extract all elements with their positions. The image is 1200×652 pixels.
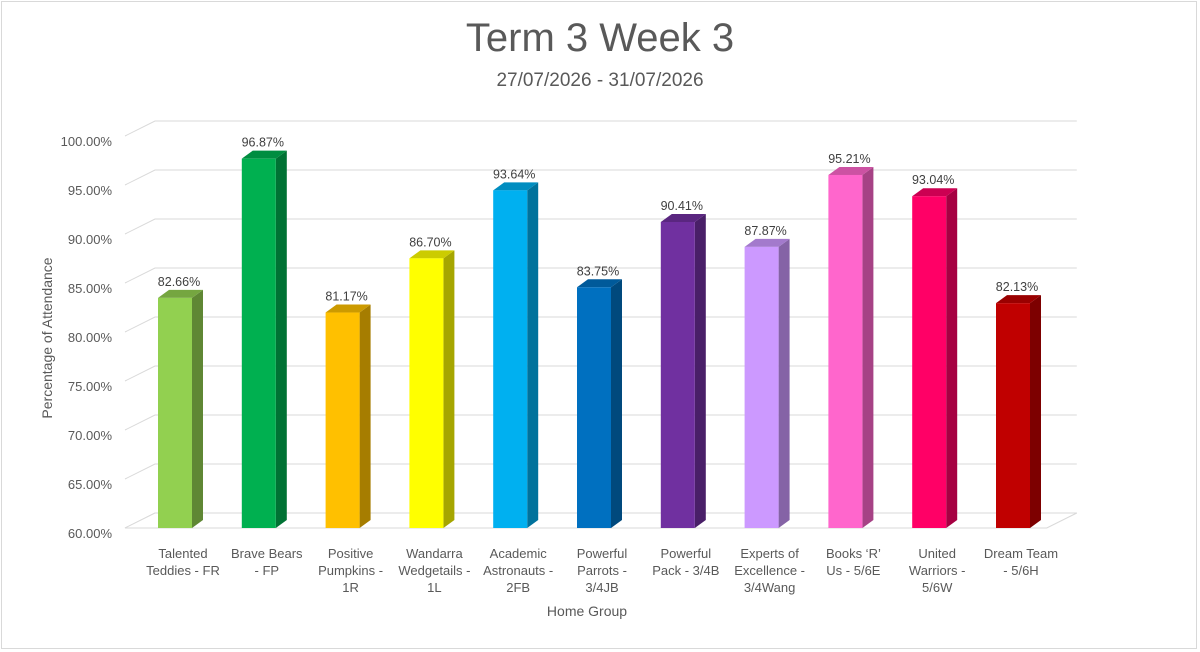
bar bbox=[828, 166, 874, 528]
bar bbox=[493, 182, 539, 528]
bar-front bbox=[409, 258, 444, 528]
data-label: 95.21% bbox=[828, 152, 870, 166]
bar-side bbox=[778, 238, 790, 528]
x-tick-label: Talented Teddies - FR bbox=[146, 546, 220, 578]
bar-top bbox=[409, 250, 455, 259]
y-axis-label: Percentage of Attendance bbox=[39, 257, 55, 418]
bar-front bbox=[241, 158, 276, 528]
gridline bbox=[124, 120, 1077, 137]
bar-side bbox=[694, 213, 706, 528]
bar-front bbox=[744, 246, 779, 528]
bar bbox=[409, 250, 455, 528]
data-label: 82.66% bbox=[158, 275, 200, 289]
bar-top bbox=[828, 166, 874, 175]
bar bbox=[577, 279, 622, 528]
bar-side bbox=[527, 182, 539, 528]
x-tick-label: Positive Pumpkins -1R bbox=[318, 546, 383, 595]
bar-side bbox=[1030, 295, 1041, 528]
y-tick-label: 85.00% bbox=[68, 281, 113, 296]
y-tick-label: 90.00% bbox=[68, 232, 113, 247]
bar-side bbox=[275, 150, 287, 528]
bar bbox=[325, 304, 371, 528]
bar-front bbox=[325, 312, 360, 528]
gridline bbox=[124, 218, 1077, 235]
y-tick-label: 80.00% bbox=[68, 330, 113, 345]
data-label: 81.17% bbox=[325, 290, 367, 304]
bar bbox=[660, 213, 706, 528]
chart-title: Term 3 Week 3 bbox=[465, 16, 735, 60]
bar-top bbox=[660, 213, 706, 222]
bar-top bbox=[241, 150, 287, 159]
bar-top bbox=[744, 238, 790, 247]
bar-top bbox=[493, 182, 539, 191]
data-labels: 82.66% 96.87% 81.17% 86.70% 93.64% 83.75% 90.4… bbox=[158, 136, 1038, 304]
x-tick-label: Books ‘R’ Us - 5/6E bbox=[826, 546, 881, 578]
x-tick-label: Wandarra Wedgetails -1L bbox=[398, 546, 470, 595]
bar-top bbox=[912, 188, 958, 197]
x-tick-label: Powerful Pack - 3/4B bbox=[652, 546, 719, 578]
gridline bbox=[124, 169, 1077, 186]
x-tick-label: Brave Bears - FP bbox=[231, 546, 303, 578]
x-tick-label: United Warriors -5/6W bbox=[909, 546, 966, 595]
data-label: 87.87% bbox=[744, 224, 786, 238]
x-tick-label: Dream Team - 5/6H bbox=[984, 546, 1058, 578]
y-tick-label: 70.00% bbox=[68, 428, 113, 443]
bar bbox=[158, 289, 203, 528]
bar-front bbox=[828, 174, 863, 528]
y-tick-label: 75.00% bbox=[68, 379, 113, 394]
data-label: 96.87% bbox=[242, 136, 284, 150]
data-label: 93.04% bbox=[912, 173, 954, 187]
x-tick-label: Experts of Excellence -3/4Wang bbox=[734, 546, 805, 595]
bar-top bbox=[996, 295, 1041, 304]
chart-subtitle: 27/07/2026 - 31/07/2026 bbox=[496, 70, 704, 91]
bar-top bbox=[158, 289, 203, 298]
y-axis-ticks: 60.00% 65.00% 70.00% 75.00% 80.00% 85.00% 90.0… bbox=[61, 134, 113, 541]
y-tick-label: 100.00% bbox=[61, 134, 113, 149]
bar-front bbox=[493, 190, 528, 528]
bar-side bbox=[192, 289, 203, 528]
data-label: 82.13% bbox=[996, 280, 1038, 294]
y-tick-label: 95.00% bbox=[68, 183, 113, 198]
x-axis-categories: Talented Teddies - FR Brave Bears - FP Posit… bbox=[146, 546, 1058, 595]
data-label: 83.75% bbox=[577, 264, 619, 278]
bar-top bbox=[577, 279, 622, 288]
bar bbox=[241, 150, 287, 528]
bars bbox=[158, 150, 1041, 528]
bar-top bbox=[325, 304, 371, 313]
bar-side bbox=[359, 304, 371, 528]
bar-front bbox=[158, 297, 192, 528]
x-tick-label: Powerful Parrots -3/4JB bbox=[577, 546, 628, 595]
x-axis-label: Home Group bbox=[547, 603, 627, 619]
data-label: 90.41% bbox=[661, 199, 703, 213]
x-tick-label: Academic Astronauts -2FB bbox=[483, 546, 553, 595]
bar-front bbox=[912, 196, 947, 528]
bar bbox=[996, 295, 1041, 528]
bar-side bbox=[443, 250, 455, 528]
bar-front bbox=[577, 287, 611, 528]
data-label: 86.70% bbox=[409, 235, 451, 249]
data-label: 93.64% bbox=[493, 167, 535, 181]
bar-front bbox=[996, 303, 1030, 528]
bar-side bbox=[946, 188, 958, 528]
bar-front bbox=[660, 221, 695, 528]
bar-side bbox=[611, 279, 622, 528]
bar bbox=[744, 238, 790, 528]
y-tick-label: 65.00% bbox=[68, 477, 113, 492]
bar bbox=[912, 188, 958, 528]
bar-side bbox=[862, 166, 874, 528]
y-tick-label: 60.00% bbox=[68, 526, 113, 541]
